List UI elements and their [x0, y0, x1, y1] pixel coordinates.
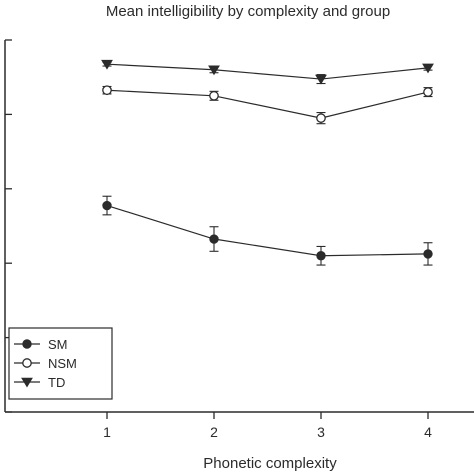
- series-sm: [102, 195, 433, 266]
- data-point-nsm: [316, 113, 326, 123]
- x-ticks: 1 2 3 4: [103, 412, 432, 440]
- data-point-nsm: [102, 85, 112, 96]
- x-tick-label: 1: [103, 424, 111, 440]
- series-line-td: [106, 63, 429, 80]
- x-tick-label: 3: [317, 424, 325, 440]
- legend-marker-td: [21, 377, 33, 388]
- data-point-td: [208, 65, 220, 76]
- legend-label-td: TD: [48, 375, 65, 390]
- legend: SM NSM TD: [8, 327, 113, 400]
- x-tick-label: 4: [424, 424, 432, 440]
- series-line-nsm: [106, 89, 429, 119]
- x-axis-label: Phonetic complexity: [203, 455, 337, 472]
- chart-title: Mean intelligibility by complexity and g…: [106, 3, 390, 20]
- data-point-sm: [102, 200, 112, 211]
- legend-marker-sm: [22, 339, 32, 349]
- data-point-td: [315, 74, 327, 85]
- legend-label-sm: SM: [48, 337, 68, 352]
- series-td: [101, 59, 434, 85]
- data-point-td: [422, 63, 434, 74]
- data-point-td: [101, 59, 113, 70]
- plot-series: [101, 59, 434, 266]
- data-point-nsm: [423, 87, 433, 97]
- data-point-nsm: [209, 90, 219, 101]
- series-line-sm: [106, 204, 429, 257]
- legend-marker-nsm: [22, 358, 32, 368]
- data-point-sm: [316, 251, 326, 261]
- y-ticks: [5, 39, 12, 413]
- legend-label-nsm: NSM: [48, 356, 77, 371]
- data-point-sm: [209, 234, 219, 244]
- x-tick-label: 2: [210, 424, 218, 440]
- data-point-sm: [423, 249, 433, 259]
- series-nsm: [102, 85, 433, 125]
